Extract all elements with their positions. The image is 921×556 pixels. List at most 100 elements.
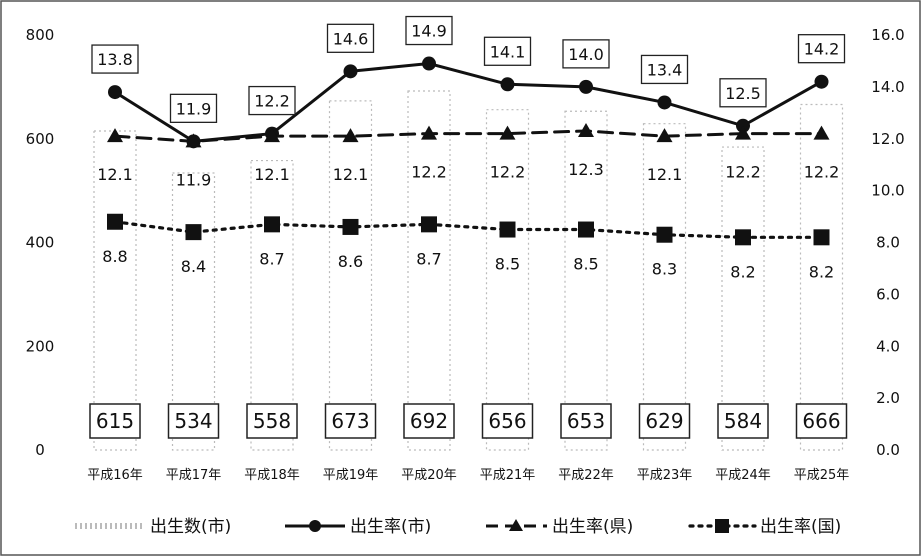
- bars-layer: [93, 90, 844, 451]
- bar-birth-count: [799, 103, 844, 451]
- series-point-2: [185, 133, 202, 148]
- right-axis-tick-label: 4.0: [876, 337, 900, 355]
- city-rate-value-box: [248, 85, 296, 116]
- legend-marker-city: [309, 520, 321, 532]
- nation-rate-value-label: 8.5: [573, 255, 598, 274]
- series-point-3: [499, 221, 516, 238]
- bar-value-box: [246, 403, 298, 439]
- pref-rate-value-label: 12.2: [490, 163, 526, 182]
- bar-birth-count: [328, 100, 373, 451]
- axes-layer: 0 200 400 600 800 0.0 2.0 4.0 6.0 8.0 10.0 12.0 14.0…: [26, 26, 905, 483]
- bar-birth-count: [171, 172, 216, 451]
- bar-value-label: 558: [253, 409, 291, 433]
- right-axis-tick-label: 14.0: [871, 78, 904, 96]
- category-label: 平成19年: [323, 468, 379, 483]
- nation-rate-value-label: 8.3: [652, 260, 677, 279]
- category-label: 平成17年: [166, 468, 222, 483]
- right-axis-tick-label: 10.0: [871, 182, 904, 200]
- nation-rate-value-label: 8.2: [730, 262, 755, 281]
- pref-rate-value-label: 12.2: [411, 163, 447, 182]
- series-point-1: [814, 74, 829, 89]
- city-rate-value-label: 14.1: [490, 42, 526, 61]
- series-point-3: [264, 216, 280, 233]
- series-point-2: [342, 128, 359, 143]
- right-axis-tick-label: 0.0: [876, 441, 900, 459]
- bar-value-box: [403, 403, 455, 439]
- bar-value-label: 656: [488, 409, 526, 433]
- city-rate-value-label: 14.0: [568, 45, 604, 64]
- bar-birth-count: [485, 109, 530, 451]
- city-rate-value-box: [483, 36, 532, 66]
- category-label: 平成24年: [715, 468, 771, 483]
- series-point-2: [499, 125, 516, 140]
- bar-value-box: [795, 403, 848, 439]
- bar-value-box: [638, 403, 691, 439]
- nation-rate-value-label: 8.7: [416, 249, 441, 268]
- city-rate-value-box: [326, 23, 375, 53]
- left-axis-tick-label: 0: [35, 441, 45, 459]
- series-point-1: [108, 85, 122, 100]
- pref-rate-value-label: 12.1: [254, 165, 290, 184]
- city-rate-value-label: 13.8: [97, 50, 133, 69]
- legend-label: 出生率(県): [552, 517, 633, 537]
- category-label: 平成22年: [558, 468, 614, 483]
- series-point-1: [657, 95, 672, 110]
- pref-rate-value-label: 12.2: [804, 163, 840, 182]
- city-rate-value-label: 12.2: [254, 92, 290, 111]
- bar-value-box: [89, 403, 141, 439]
- city-rate-value-label: 14.9: [411, 22, 447, 41]
- bar-value-label: 629: [645, 409, 683, 433]
- series-point-2: [421, 125, 437, 140]
- city-rate-value-box: [797, 34, 846, 64]
- series-point-3: [342, 218, 359, 235]
- series-point-2: [264, 128, 280, 143]
- right-axis-tick-label: 16.0: [871, 26, 904, 44]
- legend-marker-pref: [509, 519, 523, 531]
- series-point-1: [422, 56, 436, 71]
- series-point-2: [813, 125, 830, 140]
- city-rate-value-box: [405, 15, 453, 46]
- left-axis-tick-label: 800: [26, 26, 55, 44]
- bar-value-label: 534: [174, 409, 212, 433]
- series-point-3: [813, 229, 830, 246]
- right-axis-tick-label: 6.0: [876, 285, 900, 303]
- pref-rate-value-label: 11.9: [176, 170, 212, 189]
- bar-value-label: 666: [802, 409, 840, 433]
- category-label: 平成25年: [794, 468, 850, 483]
- city-rate-value-box: [562, 39, 610, 69]
- city-rate-value-label: 12.5: [725, 84, 761, 103]
- left-axis-tick-label: 400: [26, 234, 55, 252]
- bar-birth-count: [642, 123, 687, 451]
- bar-value-box: [167, 403, 220, 439]
- legend-marker-nation: [715, 519, 729, 533]
- pref-rate-value-label: 12.2: [725, 163, 761, 182]
- series-point-1: [579, 79, 593, 94]
- nation-rate-value-label: 8.6: [338, 252, 363, 271]
- left-axis-tick-label: 600: [26, 130, 55, 148]
- series-point-1: [500, 77, 515, 92]
- city-rate-value-label: 13.4: [647, 60, 683, 79]
- city-rate-value-box: [719, 78, 767, 108]
- bar-birth-count: [721, 146, 765, 451]
- lines-layer: [107, 56, 830, 246]
- city-rate-value-label: 14.6: [333, 29, 369, 48]
- city-rate-value-box: [91, 44, 139, 74]
- category-label: 平成21年: [480, 468, 536, 483]
- category-label: 平成16年: [87, 468, 143, 483]
- pref-rate-value-label: 12.1: [333, 165, 369, 184]
- bar-value-label: 615: [96, 409, 134, 433]
- series-point-3: [578, 221, 594, 238]
- series-point-3: [107, 213, 123, 230]
- series-point-2: [735, 125, 751, 140]
- bar-birth-count: [564, 110, 608, 451]
- city-rate-value-box: [169, 93, 218, 123]
- pref-rate-value-label: 12.3: [568, 160, 604, 179]
- series-point-2: [107, 128, 123, 143]
- legend-label: 出生数(市): [150, 517, 231, 537]
- series-point-3: [656, 226, 673, 243]
- bar-value-box: [324, 403, 377, 439]
- series-point-1: [343, 64, 358, 79]
- nation-rate-value-label: 8.2: [809, 262, 834, 281]
